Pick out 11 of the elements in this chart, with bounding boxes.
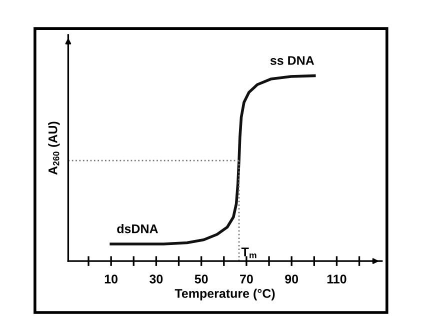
x-tick-label: 70 [240,274,253,284]
ref-line-label: T$_{m}$ [241,248,256,258]
x-tick-label: 10 [104,274,118,284]
annotation: dsDNA [117,224,158,234]
text: ss DNA [270,56,314,65]
x-tick-label: 50 [194,274,208,284]
x-axis-title: Temperature (°C) [174,288,275,300]
y-axis-title: A$_{260}$ (AU) [48,122,60,175]
x-tick-label: 30 [150,274,163,284]
x-tick-label: 90 [285,274,298,284]
x-tick-label: 110 [327,274,346,284]
